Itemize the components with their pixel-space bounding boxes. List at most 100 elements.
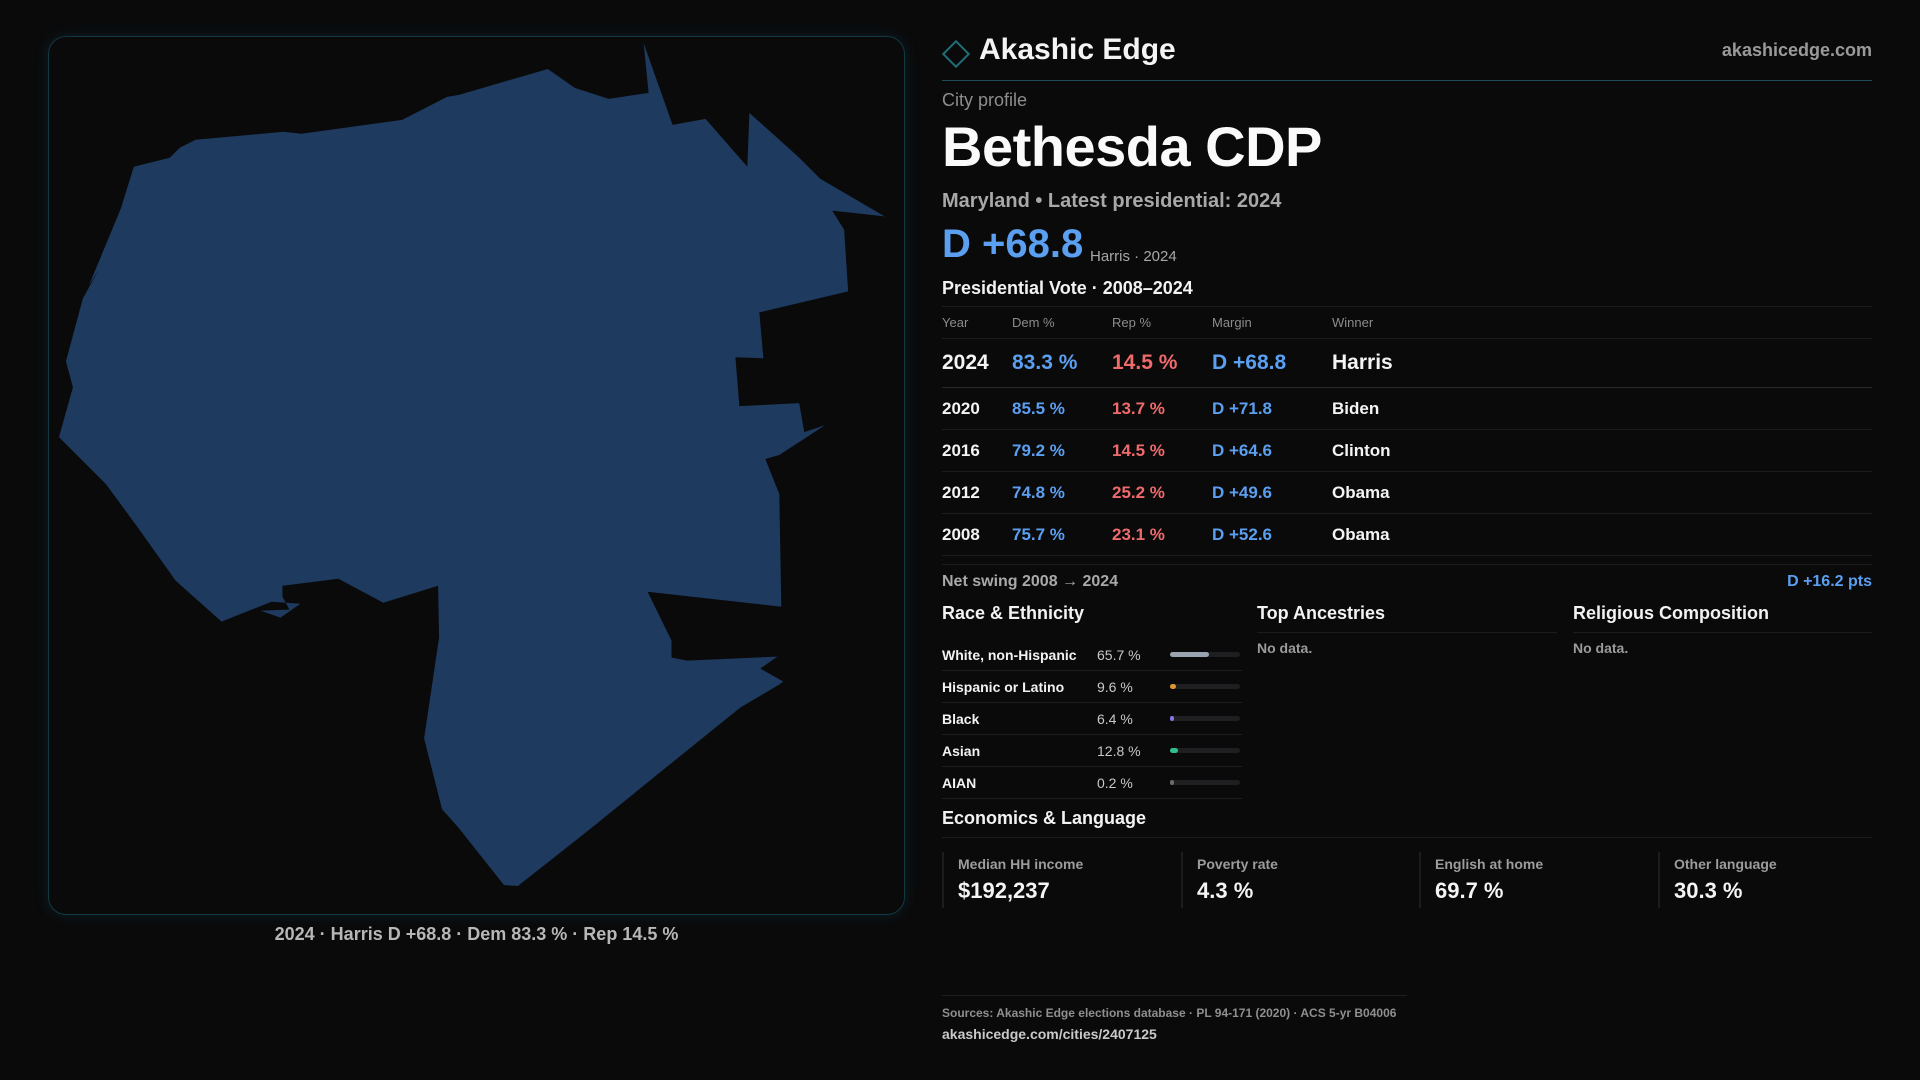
row-dem: 85.5 % [1012,387,1112,430]
net-swing-label: Net swing 2008 → 2024 [942,573,1119,590]
row-dem: 79.2 % [1012,429,1112,472]
stat-poverty-rate: Poverty rate 4.3 % [1181,852,1401,908]
header-dem: Dem % [1012,306,1112,339]
row-winner: Clinton [1332,429,1872,472]
stat-other-language: Other language 30.3 % [1658,852,1878,908]
latest-margin-note: Harris · 2024 [1090,248,1177,265]
race-ethnicity-title: Race & Ethnicity [942,603,1085,623]
race-bar [1170,684,1240,689]
row-year: 2008 [942,513,1012,556]
stat-value: 69.7 % [1435,878,1504,903]
race-percent: 12.8 % [1097,743,1141,759]
city-boundary-map [58,43,888,887]
row-winner: Biden [1332,387,1872,430]
table-header-row: Year Dem % Rep % Margin Winner [942,306,1872,339]
row-margin: D +68.8 [1212,338,1332,388]
race-name: Asian [942,743,981,759]
religion-empty: No data. [1573,640,1629,656]
city-map [48,36,905,915]
header-rep: Rep % [1112,306,1212,339]
race-name: AIAN [942,775,977,791]
race-bar-fill [1170,780,1174,785]
stat-value: 30.3 % [1674,878,1743,903]
diamond-logo-icon [941,39,971,69]
race-percent: 65.7 % [1097,647,1141,663]
row-winner: Harris [1332,338,1872,388]
city-boundary-shape [58,43,888,887]
presidential-vote-table: Year Dem % Rep % Margin Winner 2024 83.3… [942,306,1872,556]
race-bar-fill [1170,684,1176,689]
city-subtitle: Maryland • Latest presidential: 2024 [942,190,1282,212]
stat-label: Median HH income [958,856,1084,872]
list-item: White, non-Hispanic 65.7 % [942,638,1242,671]
table-row: 2016 79.2 % 14.5 % D +64.6 Clinton [942,429,1872,472]
row-rep: 14.5 % [1112,338,1212,388]
divider [1573,632,1872,633]
stat-median-income: Median HH income $192,237 [942,852,1162,908]
table-row: 2012 74.8 % 25.2 % D +49.6 Obama [942,471,1872,514]
race-percent: 6.4 % [1097,711,1133,727]
race-bar-fill [1170,652,1210,657]
divider [942,564,1872,565]
stat-value: $192,237 [958,878,1050,903]
race-percent: 9.6 % [1097,679,1133,695]
list-item: Hispanic or Latino 9.6 % [942,670,1242,703]
divider [1257,632,1557,633]
sources-note: Sources: Akashic Edge elections database… [942,1006,1397,1020]
table-row: 2008 75.7 % 23.1 % D +52.6 Obama [942,513,1872,556]
list-item: Asian 12.8 % [942,734,1242,767]
race-bar-fill [1170,748,1178,753]
stat-value: 4.3 % [1197,878,1254,903]
map-caption: 2024 · Harris D +68.8 · Dem 83.3 % · Rep… [274,924,679,944]
table-row: 2020 85.5 % 13.7 % D +71.8 Biden [942,387,1872,430]
row-margin: D +71.8 [1212,387,1332,430]
race-name: Black [942,711,980,727]
row-year: 2012 [942,471,1012,514]
ancestries-empty: No data. [1257,640,1313,656]
site-link[interactable]: akashicedge.com [1721,40,1872,60]
top-ancestries-title: Top Ancestries [1257,603,1386,623]
header: Akashic Edge akashicedge.com [941,30,1872,81]
page-url-link[interactable]: akashicedge.com/cities/2407125 [942,1026,1157,1042]
list-item: AIAN 0.2 % [942,766,1242,799]
row-year: 2020 [942,387,1012,430]
row-winner: Obama [1332,513,1872,556]
row-winner: Obama [1332,471,1872,514]
header-winner: Winner [1332,306,1872,339]
row-margin: D +64.6 [1212,429,1332,472]
race-bar [1170,780,1240,785]
divider [942,837,1872,838]
row-dem: 74.8 % [1012,471,1112,514]
row-margin: D +52.6 [1212,513,1332,556]
row-dem: 75.7 % [1012,513,1112,556]
row-dem: 83.3 % [1012,338,1112,388]
presidential-vote-title: Presidential Vote · 2008–2024 [942,278,1193,298]
row-year: 2016 [942,429,1012,472]
race-bar-fill [1170,716,1174,721]
brand-name[interactable]: Akashic Edge [979,33,1176,66]
header-margin: Margin [1212,306,1332,339]
stat-label: Poverty rate [1197,856,1278,872]
latest-margin: D +68.8 [942,222,1084,266]
race-bar [1170,652,1240,657]
row-rep: 14.5 % [1112,429,1212,472]
stat-label: Other language [1674,856,1777,872]
row-rep: 23.1 % [1112,513,1212,556]
race-percent: 0.2 % [1097,775,1133,791]
religious-composition-title: Religious Composition [1573,603,1769,623]
race-name: Hispanic or Latino [942,679,1065,695]
table-row: 2024 83.3 % 14.5 % D +68.8 Harris [942,338,1872,388]
race-bar [1170,748,1240,753]
city-profile-label: City profile [942,90,1028,110]
net-swing-value: D +16.2 pts [1787,573,1872,590]
economics-language-title: Economics & Language [942,808,1147,828]
row-year: 2024 [942,338,1012,388]
stat-english-at-home: English at home 69.7 % [1419,852,1639,908]
page-title: Bethesda CDP [942,115,1322,178]
row-rep: 13.7 % [1112,387,1212,430]
list-item: Black 6.4 % [942,702,1242,735]
race-name: White, non-Hispanic [942,647,1077,663]
row-margin: D +49.6 [1212,471,1332,514]
divider [942,995,1407,996]
race-bar [1170,716,1240,721]
